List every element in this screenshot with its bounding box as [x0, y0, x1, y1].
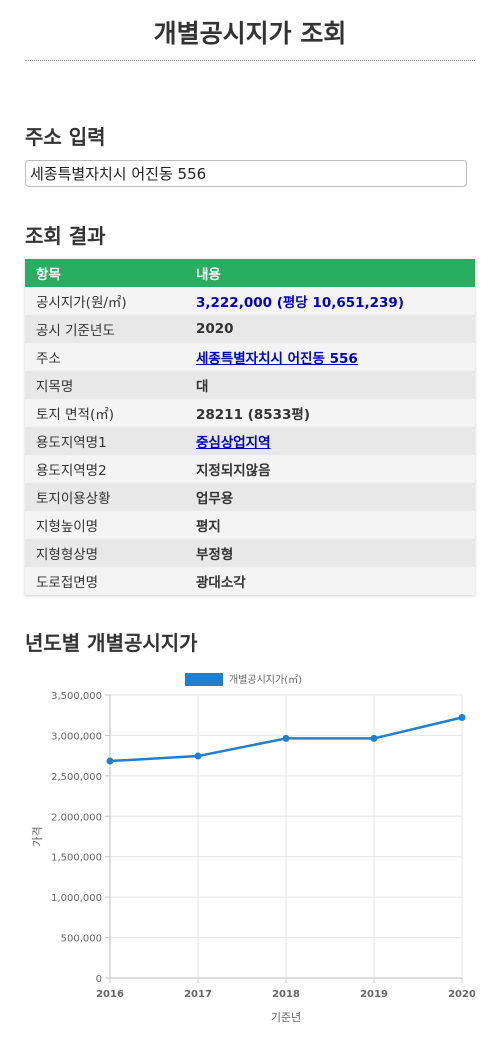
row-label: 도로접면명	[25, 567, 185, 595]
row-value: 부정형	[196, 547, 234, 563]
row-label: 공시지가(원/㎡)	[25, 287, 185, 315]
row-value-cell: 대	[185, 371, 475, 399]
row-value-cell: 업무용	[185, 483, 475, 511]
result-heading: 조회 결과	[25, 224, 106, 248]
row-value-cell: 28211 (8533평)	[185, 399, 475, 427]
y-axis-title: 가격	[31, 826, 44, 846]
row-label: 지형형상명	[25, 539, 185, 567]
row-label: 지목명	[25, 371, 185, 399]
y-tick-label: 1,000,000	[51, 893, 102, 904]
row-value: 대	[196, 379, 209, 395]
row-value-cell: 광대소각	[185, 567, 475, 595]
x-tick-label: 2017	[184, 989, 212, 1000]
data-point	[282, 734, 290, 742]
table-row: 용도지역명1 중심상업지역	[25, 427, 475, 455]
row-value-cell: 부정형	[185, 539, 475, 567]
row-value: 2020	[196, 321, 234, 337]
table-row: 용도지역명2 지정되지않음	[25, 455, 475, 483]
row-value-link[interactable]: 중심상업지역	[196, 435, 271, 451]
table-row: 토지 면적(㎡) 28211 (8533평)	[25, 399, 475, 427]
y-tick-label: 2,000,000	[51, 812, 102, 823]
row-value-cell: 세종특별자치시 어진동 556	[185, 343, 475, 371]
row-value-cell: 3,222,000 (평당 10,651,239)	[185, 287, 475, 315]
address-input-heading: 주소 입력	[25, 125, 106, 149]
row-value: 광대소각	[196, 575, 246, 591]
legend-label: 개별공시지가(㎡)	[229, 674, 302, 686]
x-axis-title: 기준년	[271, 1011, 301, 1024]
legend-swatch	[185, 673, 223, 686]
row-value-cell: 2020	[185, 315, 475, 343]
column-header-item: 항목	[25, 259, 185, 287]
result-table-body: 공시지가(원/㎡) 3,222,000 (평당 10,651,239) 공시 기준년…	[25, 287, 475, 595]
row-value: 평지	[196, 519, 221, 535]
row-label: 용도지역명1	[25, 427, 185, 455]
row-label: 토지 면적(㎡)	[25, 399, 185, 427]
row-label: 토지이용상황	[25, 483, 185, 511]
row-label: 주소	[25, 343, 185, 371]
table-row: 지형높이명 평지	[25, 511, 475, 539]
table-row: 공시 기준년도 2020	[25, 315, 475, 343]
table-row: 지형형상명 부정형	[25, 539, 475, 567]
y-tick-label: 1,500,000	[51, 853, 102, 864]
result-table: 항목 내용 공시지가(원/㎡) 3,222,000 (평당 10,651,239)…	[25, 259, 475, 595]
result-table-header-row: 항목 내용	[25, 259, 475, 287]
data-point	[106, 757, 114, 765]
table-row: 지목명 대	[25, 371, 475, 399]
chart-heading: 년도별 개별공시지가	[25, 631, 198, 655]
data-point	[194, 752, 202, 760]
table-row: 토지이용상황 업무용	[25, 483, 475, 511]
table-row: 공시지가(원/㎡) 3,222,000 (평당 10,651,239)	[25, 287, 475, 315]
row-value-cell: 지정되지않음	[185, 455, 475, 483]
x-tick-label: 2020	[448, 989, 475, 1000]
y-tick-label: 3,500,000	[51, 691, 102, 702]
data-point	[458, 713, 466, 721]
row-value: 3,222,000 (평당 10,651,239)	[196, 295, 404, 311]
column-header-content: 내용	[185, 259, 475, 287]
table-row: 주소 세종특별자치시 어진동 556	[25, 343, 475, 371]
row-label: 공시 기준년도	[25, 315, 185, 343]
x-tick-label: 2018	[272, 989, 300, 1000]
row-label: 용도지역명2	[25, 455, 185, 483]
page-title: 개별공시지가 조회	[25, 14, 475, 61]
row-value-cell: 평지	[185, 511, 475, 539]
row-value-link[interactable]: 세종특별자치시 어진동 556	[196, 351, 358, 367]
table-row: 도로접면명 광대소각	[25, 567, 475, 595]
x-tick-label: 2016	[96, 989, 124, 1000]
row-label: 지형높이명	[25, 511, 185, 539]
y-tick-label: 500,000	[61, 934, 102, 945]
row-value-cell: 중심상업지역	[185, 427, 475, 455]
row-value: 업무용	[196, 491, 234, 507]
x-tick-label: 2019	[360, 989, 388, 1000]
address-input[interactable]	[25, 160, 467, 187]
y-tick-label: 0	[96, 974, 102, 985]
y-tick-label: 2,500,000	[51, 772, 102, 783]
row-value: 지정되지않음	[196, 463, 271, 479]
row-value: 28211 (8533평)	[196, 407, 310, 423]
data-point	[370, 734, 378, 742]
price-line-chart: 0 500,000 1,000,000 1,500,000 2,000,000 2,500…	[31, 673, 475, 1024]
y-tick-label: 3,000,000	[51, 731, 102, 742]
